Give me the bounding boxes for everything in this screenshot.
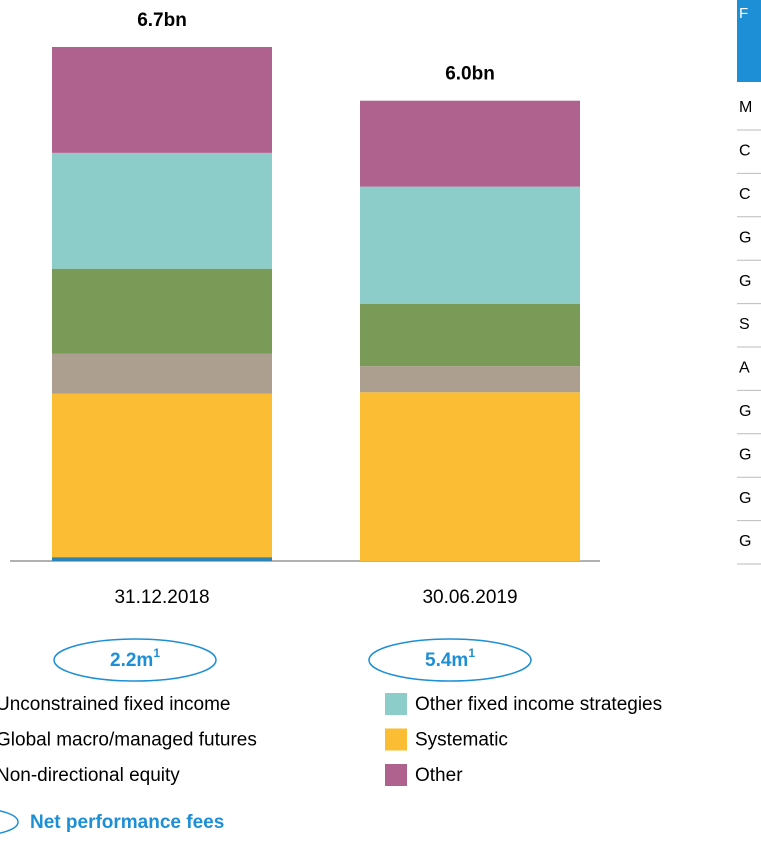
bar-segment bbox=[52, 353, 272, 394]
bar-segment bbox=[52, 268, 272, 354]
table-cell: G bbox=[739, 403, 751, 420]
legend-swatch bbox=[385, 764, 407, 786]
bar-segment bbox=[360, 186, 580, 304]
table-cell: G bbox=[739, 273, 751, 290]
table-header: F bbox=[739, 5, 748, 22]
fee-ellipse bbox=[368, 638, 532, 682]
bar-segment bbox=[360, 304, 580, 367]
table-cell: G bbox=[739, 490, 751, 507]
bar-segment bbox=[52, 47, 272, 153]
table-cell: G bbox=[739, 446, 751, 463]
bar-segment bbox=[52, 393, 272, 558]
legend-label: Other fixed income strategies bbox=[415, 694, 662, 715]
table-cell: C bbox=[739, 186, 751, 203]
table-cell: M bbox=[739, 99, 752, 116]
bar-segment bbox=[360, 366, 580, 393]
bar-segment bbox=[360, 392, 580, 561]
legend-label: Non-directional equity bbox=[0, 765, 180, 786]
total-label: 6.0bn bbox=[445, 64, 495, 85]
fee-value: 2.2m bbox=[110, 650, 153, 671]
fee-ellipse bbox=[53, 638, 217, 682]
legend-label: Unconstrained fixed income bbox=[0, 694, 230, 715]
bar-segment bbox=[52, 557, 272, 561]
fee-label: 2.2m1 bbox=[110, 646, 160, 671]
fee-value: 5.4m bbox=[425, 650, 468, 671]
fee-legend-ellipse bbox=[0, 810, 19, 834]
legend-swatch bbox=[385, 728, 407, 751]
table-cell: C bbox=[739, 143, 751, 160]
table-cell: G bbox=[739, 229, 751, 246]
total-label: 6.7bn bbox=[137, 10, 187, 31]
legend-swatch bbox=[385, 693, 407, 715]
table-cell: A bbox=[739, 360, 750, 377]
table-cell: S bbox=[739, 316, 750, 333]
legend-label: Systematic bbox=[415, 730, 508, 751]
x-tick-label: 31.12.2018 bbox=[114, 587, 209, 608]
table-cell: G bbox=[739, 533, 751, 550]
table-header-bg bbox=[737, 0, 761, 82]
fee-legend-label: Net performance fees bbox=[30, 812, 224, 833]
footnote-marker: 1 bbox=[468, 646, 475, 660]
fee-label: 5.4m1 bbox=[425, 646, 475, 671]
x-tick-label: 30.06.2019 bbox=[422, 587, 517, 608]
footnote-marker: 1 bbox=[153, 646, 160, 660]
legend-label: Global macro/managed futures bbox=[0, 730, 257, 751]
legend-label: Other bbox=[415, 765, 463, 786]
bar-segment bbox=[52, 152, 272, 269]
bar-segment bbox=[360, 100, 580, 187]
